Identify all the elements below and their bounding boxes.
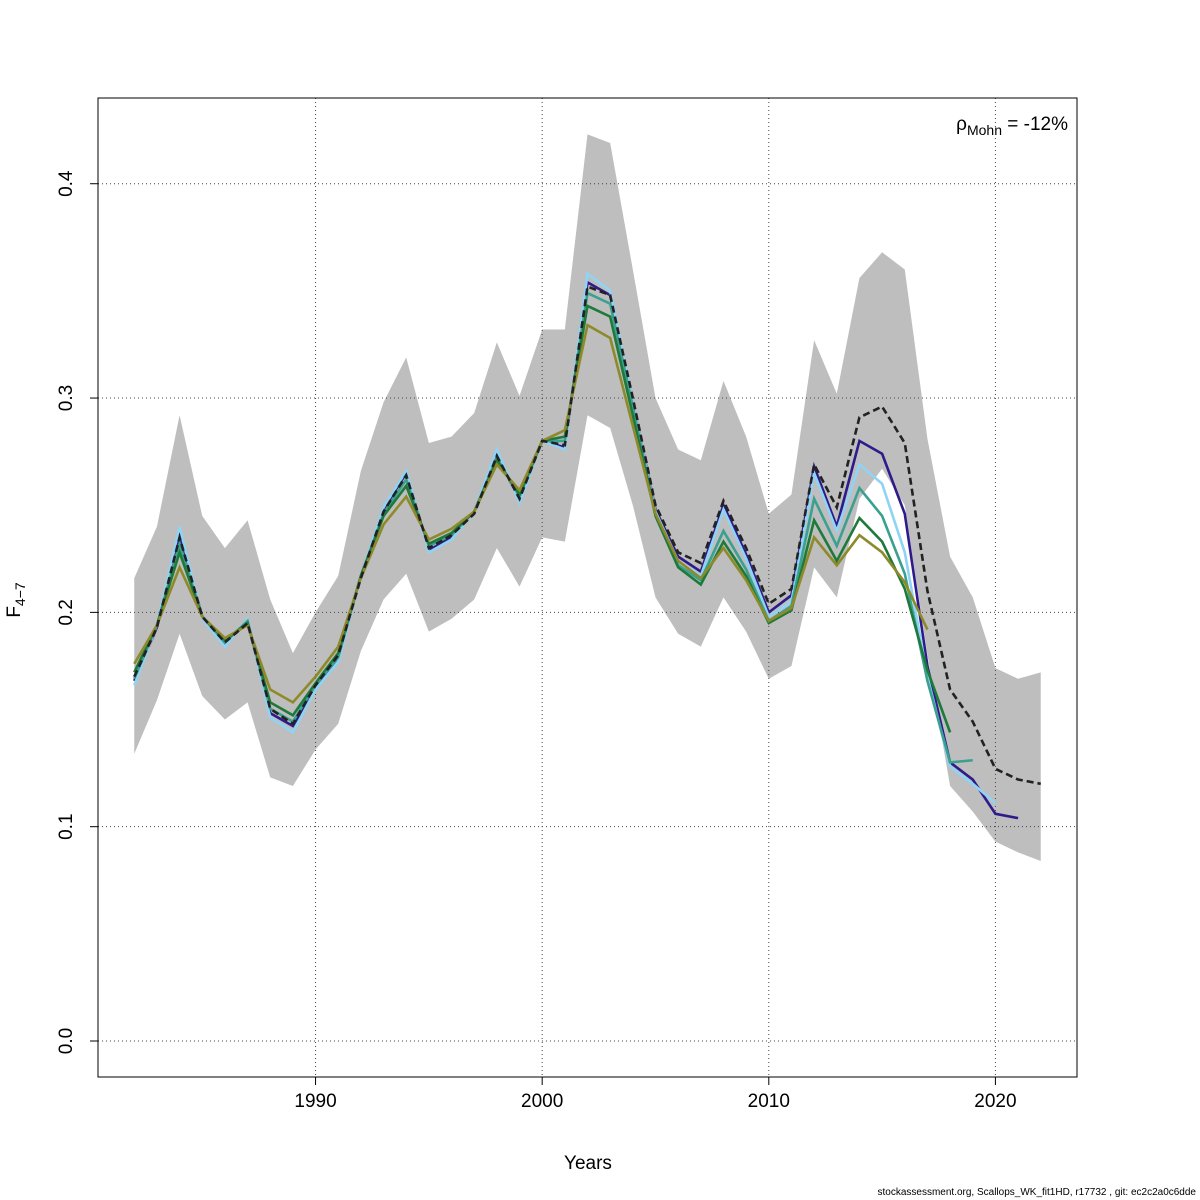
mohn-symbol: ρ xyxy=(956,114,967,135)
mohn-sub: Mohn xyxy=(967,122,1002,138)
footer: stockassessment.org, Scallops_WK_fit1HD,… xyxy=(878,1187,1197,1198)
mohn-text: = -12% xyxy=(1002,114,1068,135)
x-tick-label: 2000 xyxy=(521,1091,563,1112)
series-line xyxy=(133,284,1041,786)
y-tick-label: 0.3 xyxy=(56,385,77,411)
x-tick-label: 2010 xyxy=(748,1091,790,1112)
x-axis-label: Years xyxy=(564,1153,612,1174)
mohn-annotation: ρMohn = -12% xyxy=(956,114,1068,138)
y-tick-label: 0.4 xyxy=(56,170,77,197)
x-tick-label: 2020 xyxy=(974,1091,1016,1112)
y-axis-label: F4−7 xyxy=(4,582,28,618)
y-tick-label: 0.2 xyxy=(56,599,77,625)
y-axis-label-sub: 4−7 xyxy=(12,582,28,606)
plot-frame xyxy=(97,97,1078,1078)
series-line xyxy=(133,323,929,705)
y-tick-label: 0.1 xyxy=(56,813,77,839)
y-axis-label-main: F xyxy=(4,606,25,618)
y-tick-label: 0.0 xyxy=(56,1028,77,1054)
confidence-band xyxy=(134,134,1041,861)
x-tick-label: 1990 xyxy=(294,1091,336,1112)
series-line xyxy=(133,271,997,805)
